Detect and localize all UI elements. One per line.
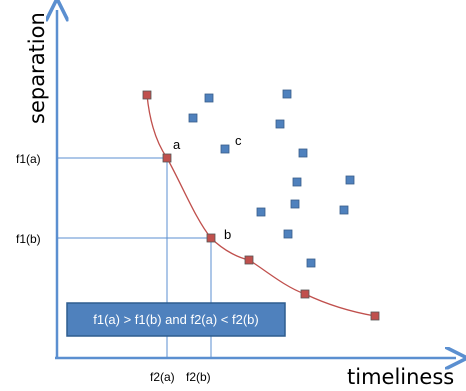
dominated-point — [204, 93, 214, 103]
dominated-point — [306, 258, 316, 268]
x-tick-f2b: f2(b) — [186, 370, 211, 384]
pareto-points — [142, 90, 380, 321]
pareto-point-b — [206, 233, 216, 243]
pareto-point-a — [162, 153, 172, 163]
point-label-c: c — [235, 133, 242, 148]
dominated-point — [345, 175, 355, 185]
dominated-point — [188, 113, 198, 123]
dominated-point — [282, 89, 292, 99]
dominated-points — [188, 89, 355, 268]
point-label-b: b — [224, 227, 231, 242]
dominated-point — [256, 207, 266, 217]
x-tick-f2a: f2(a) — [150, 370, 175, 384]
dominated-point — [290, 199, 300, 209]
dominated-point — [339, 205, 349, 215]
pareto-front-curve — [146, 94, 376, 317]
y-tick-f1a: f1(a) — [16, 152, 41, 166]
x-axis-title: timeliness — [347, 365, 454, 389]
pareto-point — [300, 289, 310, 299]
dominated-point — [292, 177, 302, 187]
dominated-point — [283, 229, 293, 239]
y-axis-title: separation — [25, 12, 49, 124]
pareto-point — [244, 255, 254, 265]
caption-text: f1(a) > f1(b) and f2(a) < f2(b) — [93, 312, 258, 327]
y-tick-f1b: f1(b) — [16, 232, 41, 246]
caption-box — [66, 302, 286, 337]
pareto-point — [370, 311, 380, 321]
point-label-a: a — [173, 137, 181, 152]
pareto-point — [142, 90, 152, 100]
dominated-point — [298, 148, 308, 158]
dominated-point — [220, 144, 230, 154]
dominated-point — [275, 119, 285, 129]
